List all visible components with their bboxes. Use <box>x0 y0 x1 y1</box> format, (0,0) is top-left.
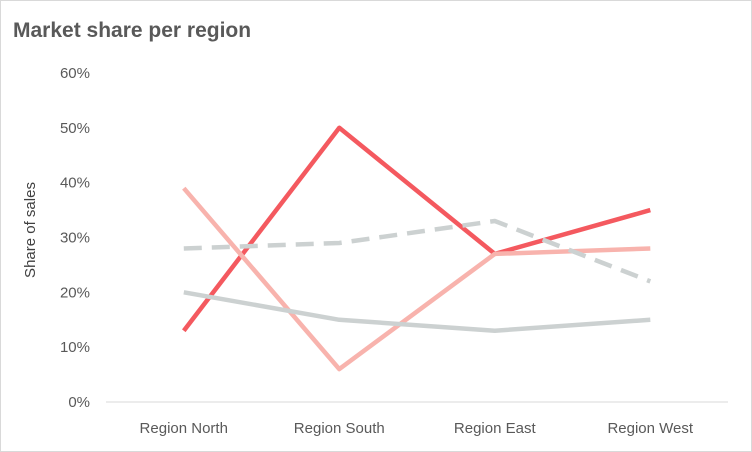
y-tick-label: 30% <box>60 230 90 247</box>
x-tick-label: Region West <box>607 420 693 437</box>
series-line-2 <box>182 186 651 372</box>
series-line-4 <box>183 218 652 284</box>
series-line-1 <box>182 125 651 333</box>
y-tick-label: 20% <box>60 284 90 301</box>
chart-title: Market share per region <box>13 19 252 42</box>
x-axis: Region North Region South Region East Regio… <box>140 420 694 437</box>
y-tick-label: 0% <box>68 394 90 411</box>
x-tick-label: Region South <box>294 420 385 437</box>
y-tick-label: 60% <box>60 65 90 82</box>
y-axis: 0% 10% 20% 30% 40% 50% 60% <box>60 65 90 411</box>
y-tick-label: 50% <box>60 120 90 137</box>
y-tick-label: 10% <box>60 339 90 356</box>
x-tick-label: Region North <box>140 420 228 437</box>
y-tick-label: 40% <box>60 175 90 192</box>
y-axis-label: Share of sales <box>22 182 39 278</box>
x-tick-label: Region East <box>454 420 537 437</box>
series-line-3 <box>183 290 651 333</box>
series-group <box>182 125 652 372</box>
